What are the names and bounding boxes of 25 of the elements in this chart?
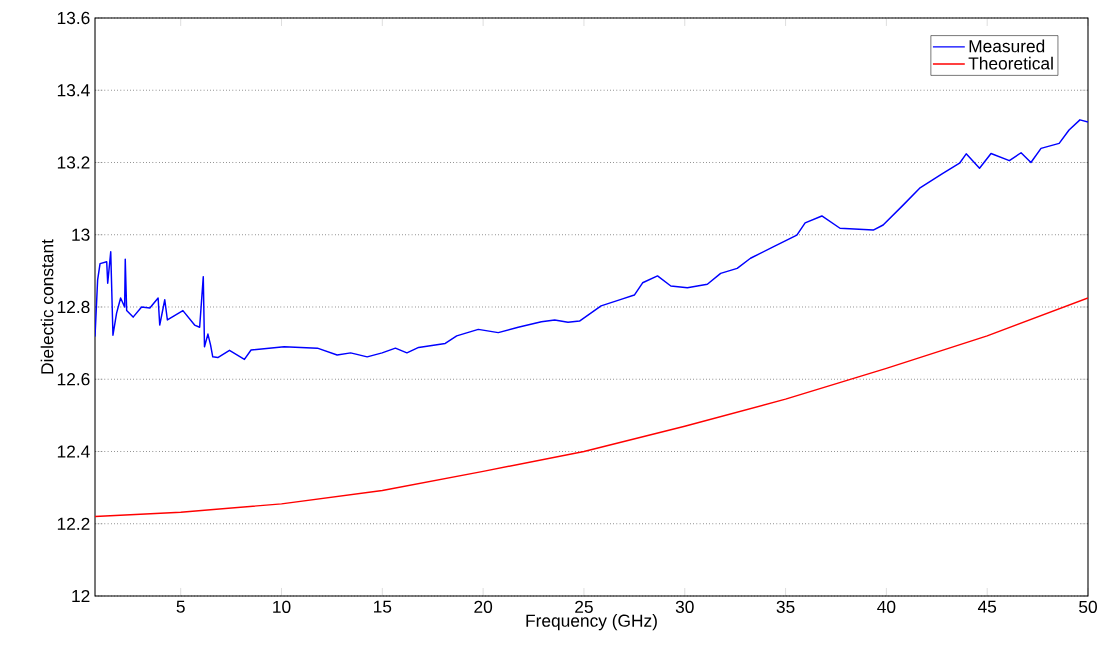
x-tick-label: 5 — [176, 600, 185, 613]
x-tick-label: 15 — [374, 600, 392, 613]
line-series — [95, 119, 1088, 361]
x-axis-title: Frequency (GHz) — [526, 614, 657, 631]
y-tick-label: 12.8 — [57, 300, 90, 314]
x-tick-label: 10 — [273, 600, 291, 613]
legend-label: Measured — [969, 39, 1045, 53]
x-tick-label: 40 — [877, 600, 896, 613]
y-tick-label: 12.6 — [57, 373, 90, 386]
legend-label: Theoretical — [968, 56, 1053, 70]
x-tick-label: 35 — [776, 600, 795, 613]
y-tick-label: 12.2 — [57, 517, 90, 530]
x-tick-label: 50 — [1079, 600, 1097, 613]
y-tick-label: 13.4 — [57, 84, 90, 97]
x-tick-label: 25 — [575, 600, 593, 613]
x-tick-label: 20 — [474, 600, 493, 613]
y-tick-label: 12 — [72, 589, 90, 603]
x-tick-label: 45 — [977, 600, 997, 613]
y-tick-label: 13.2 — [57, 156, 90, 169]
y-tick-label: 13 — [72, 228, 90, 241]
y-axis-title: Dielectic constant — [40, 239, 54, 374]
y-tick-label: 13.6 — [57, 11, 90, 25]
line-series — [95, 297, 1088, 518]
y-tick-label: 12.4 — [57, 445, 90, 458]
x-tick-label: 30 — [675, 600, 694, 613]
